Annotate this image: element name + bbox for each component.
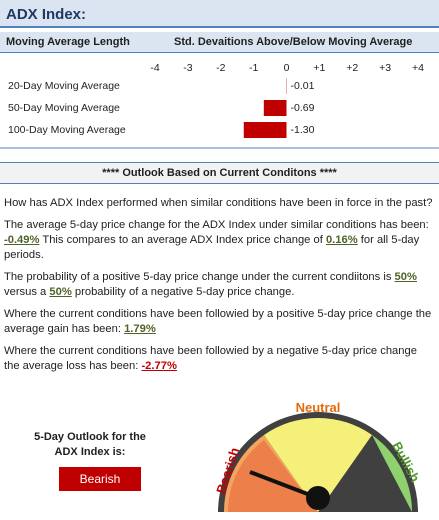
chart: -4 -3 -2 -1 0 +1 +2 +3 +4 20-Day Moving Average -0…	[0, 62, 439, 149]
x-tick-label: +2	[346, 62, 358, 74]
text: Where the current conditions have been f…	[4, 308, 432, 335]
highlight-value: -0.49%	[4, 234, 40, 246]
gauge-shade	[228, 440, 318, 512]
x-tick-label: -1	[249, 62, 258, 74]
outlook-result: Bearish	[59, 467, 141, 491]
text: How has ADX Index performed when similar…	[4, 197, 433, 209]
text: Where the current conditions have been f…	[4, 345, 417, 372]
gauge: Bearish Neutral Bullish	[213, 400, 423, 512]
gauge-label-neutral: Neutral	[296, 400, 341, 415]
text: for all 5-day periods.	[4, 234, 420, 261]
x-tick-label: 0	[284, 62, 290, 74]
bar	[243, 122, 287, 138]
category-label: 100-Day Moving Average	[8, 124, 126, 136]
text: The average 5-day price change for the A…	[4, 219, 429, 231]
gauge-hub	[306, 486, 330, 510]
category-label: 20-Day Moving Average	[8, 80, 120, 92]
text: versus a	[4, 286, 50, 298]
highlight-value: 50%	[394, 271, 417, 283]
outlook-label: 5-Day Outlook for the ADX Index is:	[34, 431, 146, 458]
title: ADX Index:	[0, 0, 439, 28]
x-tick-label: -3	[183, 62, 192, 74]
text: This compares to an average ADX Index pr…	[39, 234, 326, 246]
category-label: 50-Day Moving Average	[8, 102, 120, 114]
value-label: -1.30	[291, 124, 315, 136]
gauge-needle	[249, 470, 319, 500]
value-label: -0.01	[291, 80, 315, 92]
paragraph: How has ADX Index performed when similar…	[4, 196, 434, 211]
table-header: Moving Average Length Std. Devaitions Ab…	[0, 32, 439, 53]
highlight-value: 50%	[49, 286, 72, 298]
paragraphs: How has ADX Index performed when similar…	[4, 196, 434, 381]
paragraph: Where the current conditions have been f…	[4, 307, 434, 337]
paragraph: The probability of a positive 5-day pric…	[4, 270, 434, 300]
bar	[263, 100, 287, 116]
x-tick-label: +1	[313, 62, 325, 74]
text: The probability of a positive 5-day pric…	[4, 271, 395, 283]
highlight-value: 1.79%	[124, 323, 156, 335]
x-tick-label: -2	[216, 62, 225, 74]
gauge-neutral-zone	[264, 417, 372, 512]
outlook-heading: **** Outlook Based on Current Conditons …	[0, 162, 439, 184]
highlight-value: 0.16%	[325, 234, 358, 246]
x-tick-label: -4	[150, 62, 159, 74]
highlight-value: -2.77%	[141, 360, 177, 372]
paragraph: Where the current conditions have been f…	[4, 344, 434, 374]
x-tick-label: +4	[412, 62, 424, 74]
value-label: -0.69	[291, 102, 315, 114]
x-tick-label: +3	[379, 62, 391, 74]
gauge-bullish-zone	[372, 435, 412, 512]
header-left: Moving Average Length	[6, 36, 130, 48]
text: probability of a negative 5-day price ch…	[71, 286, 295, 298]
header-right: Std. Devaitions Above/Below Moving Avera…	[174, 36, 413, 48]
paragraph: The average 5-day price change for the A…	[4, 218, 434, 263]
